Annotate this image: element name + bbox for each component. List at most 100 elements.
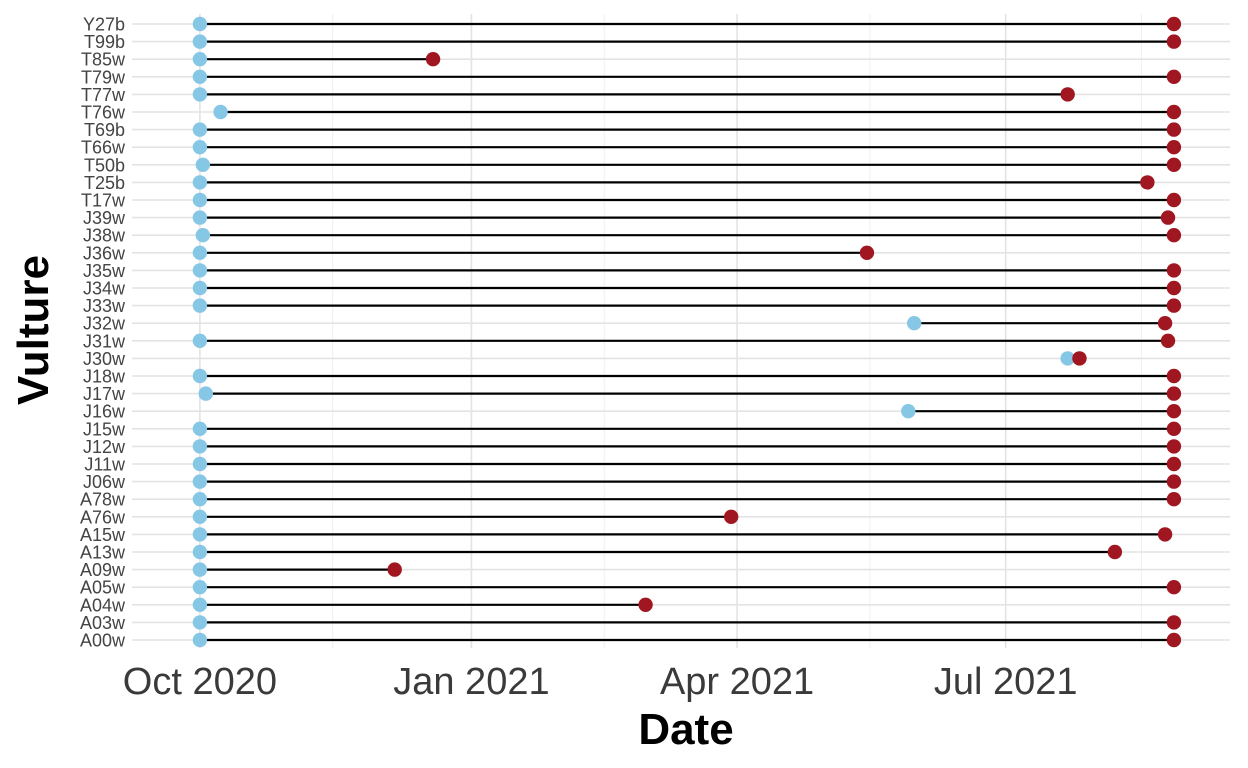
start-point [901, 404, 916, 419]
y-tick-label: A78w [80, 490, 126, 510]
end-point [1160, 333, 1176, 348]
start-point [192, 632, 208, 648]
end-point [1166, 69, 1182, 85]
start-point [192, 122, 208, 137]
y-tick-label: A76w [80, 507, 126, 527]
start-point [195, 228, 211, 243]
end-point [1166, 140, 1182, 155]
start-point [192, 140, 208, 155]
start-point [1060, 351, 1075, 366]
y-tick-label: J33w [83, 296, 126, 316]
end-point [1072, 351, 1087, 366]
y-tick-label: T77w [81, 85, 126, 105]
start-point [192, 52, 208, 67]
x-tick-label: Apr 2021 [660, 661, 814, 703]
y-tick-label: A00w [80, 631, 126, 651]
end-point [1160, 210, 1176, 225]
end-point [1140, 175, 1155, 190]
end-point [1166, 16, 1182, 32]
y-tick-label: T17w [81, 191, 126, 211]
end-point [1107, 544, 1123, 560]
end-point [1166, 263, 1182, 278]
y-tick-label: J34w [83, 279, 126, 299]
start-point [192, 298, 208, 313]
end-point [1166, 368, 1182, 384]
y-tick-label: J06w [83, 472, 126, 492]
end-point [1166, 456, 1182, 472]
point-layer [192, 16, 1182, 648]
end-point [1166, 298, 1182, 313]
y-tick-label: T85w [81, 50, 126, 70]
y-tick-label: A13w [80, 543, 126, 563]
start-point [192, 175, 208, 190]
x-tick-label: Jul 2021 [934, 661, 1078, 703]
y-tick-label: Y27b [83, 15, 125, 35]
y-tick-label: J36w [83, 243, 126, 263]
y-tick-label: A09w [80, 560, 126, 580]
end-point [859, 245, 875, 260]
y-tick-label: T50b [84, 155, 125, 175]
end-point [1166, 439, 1182, 454]
segment-layer [199, 22, 1174, 642]
y-tick-label: A03w [80, 613, 126, 633]
x-tick-label: Oct 2020 [123, 661, 277, 703]
start-point [192, 439, 208, 454]
end-point [1166, 122, 1182, 137]
y-tick-label: J39w [83, 208, 126, 228]
y-tick-label: A05w [80, 578, 126, 598]
end-point [1166, 280, 1182, 296]
start-point [192, 597, 208, 612]
start-point [192, 333, 208, 348]
start-point [192, 34, 208, 49]
start-point [192, 69, 208, 85]
end-point [1166, 228, 1182, 243]
end-point [425, 52, 441, 67]
y-tick-labels: Y27bT99bT85wT79wT77wT76wT69bT66wT50bT25b… [80, 15, 126, 651]
start-point [192, 192, 208, 208]
y-tick-label: T69b [84, 120, 125, 140]
start-point [192, 474, 208, 489]
end-point [1166, 404, 1182, 419]
start-point [192, 580, 208, 595]
start-point [192, 544, 208, 560]
end-point [1157, 316, 1173, 331]
y-tick-label: J35w [83, 261, 126, 281]
start-point [906, 316, 922, 331]
end-point [1166, 157, 1182, 172]
start-point [192, 421, 208, 436]
start-point [192, 280, 208, 296]
start-point [192, 245, 208, 260]
y-tick-label: T99b [84, 32, 125, 52]
x-tick-labels: Oct 2020 Jan 2021 Apr 2021 Jul 2021 [123, 661, 1078, 703]
end-point [1166, 632, 1182, 648]
start-point [192, 492, 208, 507]
end-point [1166, 580, 1182, 595]
end-point [1166, 492, 1182, 507]
end-point [1060, 87, 1075, 102]
start-point [198, 386, 213, 401]
y-tick-label: A15w [80, 525, 126, 545]
start-point [195, 157, 211, 172]
y-tick-label: J12w [83, 437, 126, 457]
start-point [192, 562, 208, 577]
end-point [1166, 192, 1182, 208]
x-axis-title: Date [638, 705, 733, 754]
y-tick-label: J11w [84, 455, 126, 475]
y-axis-title: Vulture [9, 255, 58, 405]
start-point [192, 210, 208, 225]
end-point [1157, 527, 1173, 542]
start-point [192, 87, 208, 102]
y-tick-label: A04w [80, 595, 126, 615]
start-point [192, 456, 208, 472]
start-point [192, 16, 208, 32]
y-tick-label: J31w [83, 331, 126, 351]
y-tick-label: J15w [83, 419, 126, 439]
y-tick-label: J17w [83, 384, 126, 404]
end-point [1166, 104, 1182, 120]
y-tick-label: T79w [81, 67, 126, 87]
end-point [1166, 34, 1182, 49]
end-point [1166, 386, 1182, 401]
start-point [192, 368, 208, 384]
start-point [192, 527, 208, 542]
